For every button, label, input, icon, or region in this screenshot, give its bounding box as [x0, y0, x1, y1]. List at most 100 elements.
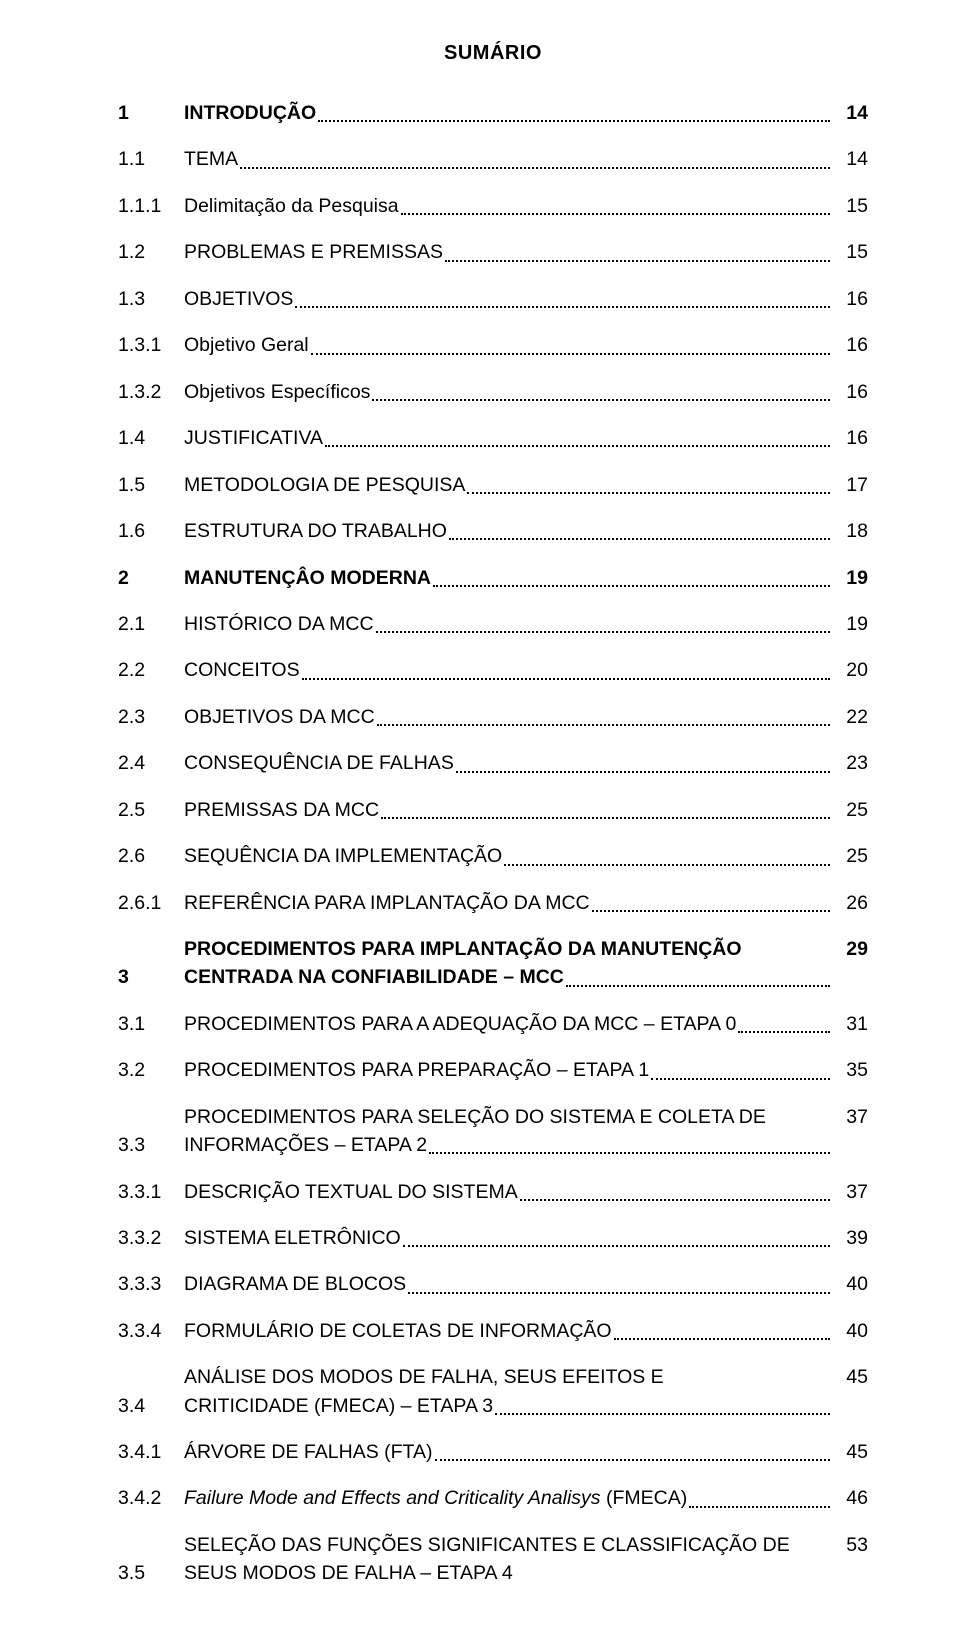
toc-entry-body: PREMISSAS DA MCC	[184, 796, 832, 824]
dot-leader	[467, 492, 830, 494]
toc-entry-text: PROBLEMAS E PREMISSAS	[184, 238, 443, 266]
toc-row: 3.4.1ÁRVORE DE FALHAS (FTA)45	[118, 1438, 868, 1466]
toc-entry-text: OBJETIVOS	[184, 285, 293, 313]
toc-entry-body: PROCEDIMENTOS PARA SELEÇÃO DO SISTEMA E …	[184, 1103, 832, 1160]
toc-entry-number: 1.6	[118, 517, 184, 545]
toc-entry-page: 16	[832, 424, 868, 452]
dot-leader	[240, 167, 830, 169]
toc-row: 1.1TEMA14	[118, 145, 868, 173]
toc-entry-number: 2.6	[118, 842, 184, 870]
toc-entry-text: ESTRUTURA DO TRABALHO	[184, 517, 447, 545]
toc-entry-page: 25	[832, 796, 868, 824]
toc-entry-page: 45	[832, 1438, 868, 1466]
toc-entry-number: 2.3	[118, 703, 184, 731]
toc-row: 3.2PROCEDIMENTOS PARA PREPARAÇÃO – ETAPA…	[118, 1056, 868, 1084]
toc-entry-body: ÁRVORE DE FALHAS (FTA)	[184, 1438, 832, 1466]
dot-leader	[302, 678, 830, 680]
dot-leader	[456, 771, 830, 773]
toc-entry-page: 19	[832, 564, 868, 592]
toc-entry-body: INTRODUÇÃO	[184, 99, 832, 127]
toc-entry-text: SEUS MODOS DE FALHA – ETAPA 4	[184, 1559, 513, 1587]
toc-entry-number: 3.3.1	[118, 1178, 184, 1206]
toc-entry-text: CRITICIDADE (FMECA) – ETAPA 3	[184, 1392, 493, 1420]
toc-row: 2.6SEQUÊNCIA DA IMPLEMENTAÇÃO 25	[118, 842, 868, 870]
toc-entry-text: Objetivo Geral	[184, 331, 309, 359]
toc-entry-body: DESCRIÇÃO TEXTUAL DO SISTEMA	[184, 1178, 832, 1206]
toc-entry-number: 3	[118, 963, 184, 991]
toc-row: 2.4CONSEQUÊNCIA DE FALHAS23	[118, 749, 868, 777]
toc-entry-page: 16	[832, 331, 868, 359]
toc-entry-text: PROCEDIMENTOS PARA SELEÇÃO DO SISTEMA E …	[184, 1103, 766, 1131]
toc-entry-text: SEQUÊNCIA DA IMPLEMENTAÇÃO	[184, 842, 502, 870]
toc-row: 3.3PROCEDIMENTOS PARA SELEÇÃO DO SISTEMA…	[118, 1103, 868, 1160]
toc-entry-text: FORMULÁRIO DE COLETAS DE INFORMAÇÃO	[184, 1317, 612, 1345]
toc-entry-page: 26	[832, 889, 868, 917]
toc-entry-body: REFERÊNCIA PARA IMPLANTAÇÃO DA MCC	[184, 889, 832, 917]
toc-entry-body: DIAGRAMA DE BLOCOS	[184, 1270, 832, 1298]
toc-entry-number: 3.1	[118, 1010, 184, 1038]
toc-entry-body: OBJETIVOS DA MCC	[184, 703, 832, 731]
dot-leader	[381, 817, 830, 819]
page: SUMÁRIO 1INTRODUÇÃO141.1TEMA141.1.1Delim…	[0, 0, 960, 1646]
toc-entry-number: 3.3	[118, 1131, 184, 1159]
toc-row: 3.5SELEÇÃO DAS FUNÇÕES SIGNIFICANTES E C…	[118, 1531, 868, 1588]
toc-entry-text: CONCEITOS	[184, 656, 300, 684]
toc-entry-body: CONCEITOS	[184, 656, 832, 684]
toc-entry-text: MANUTENÇÂO MODERNA	[184, 564, 431, 592]
toc-entry-number: 3.3.2	[118, 1224, 184, 1252]
toc-entry-text: METODOLOGIA DE PESQUISA	[184, 471, 465, 499]
toc-row: 1.3.2Objetivos Específicos16	[118, 378, 868, 406]
toc-entry-body: METODOLOGIA DE PESQUISA	[184, 471, 832, 499]
toc-row: 3.3.3DIAGRAMA DE BLOCOS40	[118, 1270, 868, 1298]
toc-title: SUMÁRIO	[118, 42, 868, 65]
toc-entry-body: JUSTIFICATIVA	[184, 424, 832, 452]
toc-entry-page: 40	[832, 1270, 868, 1298]
toc-entry-text: INFORMAÇÕES – ETAPA 2	[184, 1131, 427, 1159]
dot-leader	[614, 1338, 830, 1340]
toc-entry-text: JUSTIFICATIVA	[184, 424, 323, 452]
toc-entry-number: 2.4	[118, 749, 184, 777]
toc-entry-body: MANUTENÇÂO MODERNA	[184, 564, 832, 592]
toc-entry-page: 25	[832, 842, 868, 870]
dot-leader	[592, 910, 830, 912]
toc-row: 3.4.2Failure Mode and Effects and Critic…	[118, 1484, 868, 1512]
toc-entry-number: 3.4.1	[118, 1438, 184, 1466]
toc-entry-text: SELEÇÃO DAS FUNÇÕES SIGNIFICANTES E CLAS…	[184, 1531, 790, 1559]
toc-entry-text: SISTEMA ELETRÔNICO	[184, 1224, 401, 1252]
toc-entry-body: PROBLEMAS E PREMISSAS	[184, 238, 832, 266]
toc-entry-body: SISTEMA ELETRÔNICO	[184, 1224, 832, 1252]
dot-leader	[689, 1506, 830, 1508]
toc-entry-page: 20	[832, 656, 868, 684]
dot-leader	[449, 538, 830, 540]
toc-entry-page: 35	[832, 1056, 868, 1084]
toc-entry-body: Objetivo Geral	[184, 331, 832, 359]
dot-leader	[376, 631, 830, 633]
toc-entry-number: 3.2	[118, 1056, 184, 1084]
toc-entry-page: 40	[832, 1317, 868, 1345]
toc-entry-page: 37	[832, 1178, 868, 1206]
dot-leader	[401, 213, 830, 215]
toc-entry-number: 1.1	[118, 145, 184, 173]
toc-entry-body: SELEÇÃO DAS FUNÇÕES SIGNIFICANTES E CLAS…	[184, 1531, 832, 1588]
toc-entry-page: 14	[832, 99, 868, 127]
toc-entry-page: 19	[832, 610, 868, 638]
toc-row: 2.2CONCEITOS20	[118, 656, 868, 684]
toc-entry-text: INTRODUÇÃO	[184, 99, 316, 127]
toc-entry-body: CONSEQUÊNCIA DE FALHAS	[184, 749, 832, 777]
toc-entry-body: ANÁLISE DOS MODOS DE FALHA, SEUS EFEITOS…	[184, 1363, 832, 1420]
dot-leader	[377, 724, 830, 726]
toc-entry-text: PROCEDIMENTOS PARA A ADEQUAÇÃO DA MCC – …	[184, 1010, 736, 1038]
toc-entry-text: ANÁLISE DOS MODOS DE FALHA, SEUS EFEITOS…	[184, 1363, 664, 1391]
dot-leader	[295, 306, 830, 308]
toc-row: 2.6.1REFERÊNCIA PARA IMPLANTAÇÃO DA MCC2…	[118, 889, 868, 917]
toc-entry-number: 1.5	[118, 471, 184, 499]
toc-entry-number: 2.1	[118, 610, 184, 638]
toc-row: 3.4ANÁLISE DOS MODOS DE FALHA, SEUS EFEI…	[118, 1363, 868, 1420]
toc-entry-number: 1.3	[118, 285, 184, 313]
toc-entry-text: PROCEDIMENTOS PARA IMPLANTAÇÃO DA MANUTE…	[184, 935, 742, 963]
toc-entry-number: 3.4	[118, 1392, 184, 1420]
toc-entry-page: 29	[832, 935, 868, 963]
toc-entry-body: Objetivos Específicos	[184, 378, 832, 406]
dot-leader	[408, 1292, 830, 1294]
toc-entry-number: 1.3.1	[118, 331, 184, 359]
